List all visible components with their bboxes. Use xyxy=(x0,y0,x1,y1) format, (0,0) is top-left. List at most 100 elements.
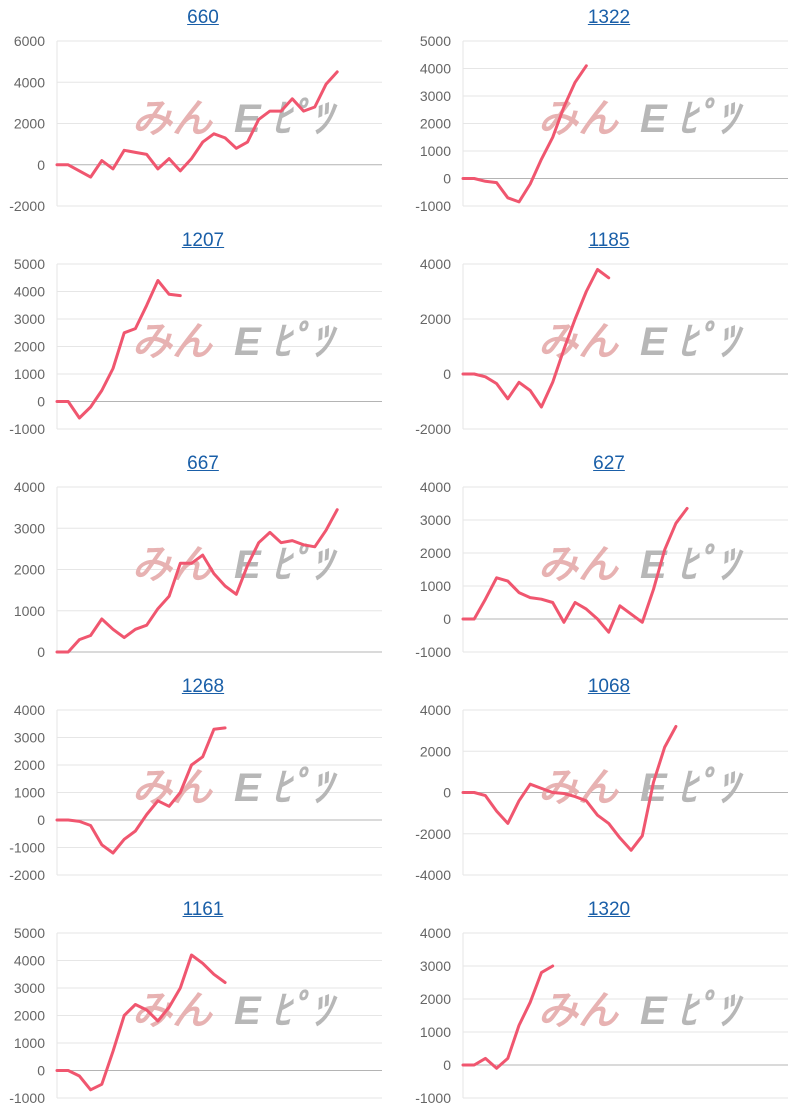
y-tick-label: 2000 xyxy=(14,562,45,578)
y-tick-label: -1000 xyxy=(415,1090,451,1106)
series-line xyxy=(461,725,678,852)
watermark-left: みん xyxy=(538,989,620,1033)
chart-title-link[interactable]: 667 xyxy=(187,453,219,474)
y-tick-label: 0 xyxy=(443,611,451,627)
y-tick-label: 1000 xyxy=(420,1024,451,1040)
y-tick-label: 0 xyxy=(443,171,451,187)
y-tick-label: 1000 xyxy=(14,603,45,619)
y-tick-label: 0 xyxy=(37,1063,45,1079)
chart-title-link[interactable]: 1185 xyxy=(588,230,630,251)
y-tick-label: 5000 xyxy=(420,33,451,49)
y-tick-label: 4000 xyxy=(14,702,45,718)
chart-panel: 1068 4000 2000 0 -2000 -4000 みん E ﾋﾟﾂ xyxy=(406,669,812,892)
y-tick-label: 3000 xyxy=(14,730,45,746)
y-tick-label: 3000 xyxy=(14,311,45,327)
y-tick-label: 6000 xyxy=(14,33,45,49)
y-tick-label: -2000 xyxy=(9,198,45,214)
y-tick-label: 2000 xyxy=(14,1008,45,1024)
series-line xyxy=(461,268,611,409)
y-tick-label: 2000 xyxy=(420,991,451,1007)
watermark-left: みん xyxy=(132,989,214,1033)
line-chart: 5000 4000 3000 2000 1000 0 -1000 みん E ﾋﾟﾂ xyxy=(9,925,382,1106)
y-tick-label: -1000 xyxy=(9,1090,45,1106)
chart-title-link[interactable]: 1068 xyxy=(587,676,631,697)
y-tick-label: 0 xyxy=(37,644,45,660)
y-tick-label: -1000 xyxy=(9,421,45,437)
y-tick-label: 2000 xyxy=(14,116,45,132)
chart-panel: 667 4000 3000 2000 1000 0 みん E ﾋﾟﾂ xyxy=(0,446,406,669)
line-chart: 5000 4000 3000 2000 1000 0 -1000 みん E ﾋﾟﾂ xyxy=(415,33,788,214)
y-tick-label: 2000 xyxy=(14,339,45,355)
y-tick-label: -1000 xyxy=(9,840,45,856)
y-tick-label: 1000 xyxy=(14,785,45,801)
y-tick-label: -2000 xyxy=(9,867,45,883)
y-tick-label: -2000 xyxy=(415,826,451,842)
series-line xyxy=(461,64,588,204)
y-tick-label: 4000 xyxy=(14,284,45,300)
watermark-left: みん xyxy=(538,97,620,141)
series-line xyxy=(461,506,689,634)
y-tick-label: 3000 xyxy=(420,512,451,528)
watermark-right: E ﾋﾟﾂ xyxy=(640,320,744,364)
y-tick-label: 0 xyxy=(37,157,45,173)
y-tick-label: 5000 xyxy=(14,925,45,941)
chart-panel: 1161 5000 4000 3000 2000 1000 0 -1000 みん E ﾋﾟﾂ xyxy=(0,892,406,1115)
watermark-right: E ﾋﾟﾂ xyxy=(234,320,338,364)
watermark-left: みん xyxy=(538,320,620,364)
y-tick-label: 1000 xyxy=(420,578,451,594)
y-tick-label: 0 xyxy=(443,1057,451,1073)
y-tick-label: 4000 xyxy=(420,61,451,77)
y-tick-label: 1000 xyxy=(14,366,45,382)
y-tick-label: 0 xyxy=(443,366,451,382)
watermark-left: みん xyxy=(132,97,214,141)
line-chart: 4000 2000 0 -2000 みん E ﾋﾟﾂ xyxy=(415,256,788,437)
y-tick-label: 1000 xyxy=(420,143,451,159)
y-tick-label: 5000 xyxy=(14,256,45,272)
y-tick-label: 2000 xyxy=(14,757,45,773)
y-tick-label: 0 xyxy=(37,394,45,410)
line-chart: 6000 4000 2000 0 -2000 みん E ﾋﾟﾂ xyxy=(9,33,382,214)
chart-title-link[interactable]: 1320 xyxy=(587,899,631,920)
watermark-right: E ﾋﾟﾂ xyxy=(234,989,338,1033)
chart-panel: 1185 4000 2000 0 -2000 みん E ﾋﾟﾂ xyxy=(406,223,812,446)
watermark-left: みん xyxy=(132,543,214,587)
y-tick-label: 2000 xyxy=(420,743,451,759)
watermark-left: みん xyxy=(538,766,620,810)
y-tick-label: 2000 xyxy=(420,116,451,132)
chart-panel: 1207 5000 4000 3000 2000 1000 0 -1000 みん E ﾋﾟﾂ xyxy=(0,223,406,446)
chart-title-link[interactable]: 627 xyxy=(593,453,625,474)
y-tick-label: 3000 xyxy=(14,520,45,536)
series-line xyxy=(55,726,227,855)
watermark-left: みん xyxy=(132,320,214,364)
series-line xyxy=(55,953,227,1092)
y-tick-label: -2000 xyxy=(415,421,451,437)
y-tick-label: 4000 xyxy=(420,702,451,718)
chart-title-link[interactable]: 1268 xyxy=(181,676,225,697)
chart-panel: 1320 4000 3000 2000 1000 0 -1000 みん E ﾋﾟﾂ xyxy=(406,892,812,1115)
watermark-right: E ﾋﾟﾂ xyxy=(640,989,744,1033)
line-chart: 4000 3000 2000 1000 0 みん E ﾋﾟﾂ xyxy=(14,479,382,660)
series-line xyxy=(55,70,339,179)
chart-title-link[interactable]: 660 xyxy=(187,7,219,28)
chart-panel: 660 6000 4000 2000 0 -2000 みん E ﾋﾟﾂ xyxy=(0,0,406,223)
y-tick-label: 4000 xyxy=(14,479,45,495)
y-tick-label: -4000 xyxy=(415,867,451,883)
watermark-left: みん xyxy=(538,543,620,587)
chart-panel: 1322 5000 4000 3000 2000 1000 0 -1000 みん E ﾋﾟﾂ xyxy=(406,0,812,223)
y-tick-label: 3000 xyxy=(420,958,451,974)
y-tick-label: 4000 xyxy=(14,953,45,969)
chart-title-link[interactable]: 1161 xyxy=(182,899,224,920)
chart-title-link[interactable]: 1322 xyxy=(587,7,631,28)
y-tick-label: 1000 xyxy=(14,1035,45,1051)
y-tick-label: 2000 xyxy=(420,545,451,561)
y-tick-label: 4000 xyxy=(420,479,451,495)
watermark-right: E ﾋﾟﾂ xyxy=(234,543,338,587)
series-line xyxy=(461,964,555,1070)
chart-title-link[interactable]: 1207 xyxy=(181,230,225,251)
chart-panel: 627 4000 3000 2000 1000 0 -1000 みん E ﾋﾟﾂ xyxy=(406,446,812,669)
